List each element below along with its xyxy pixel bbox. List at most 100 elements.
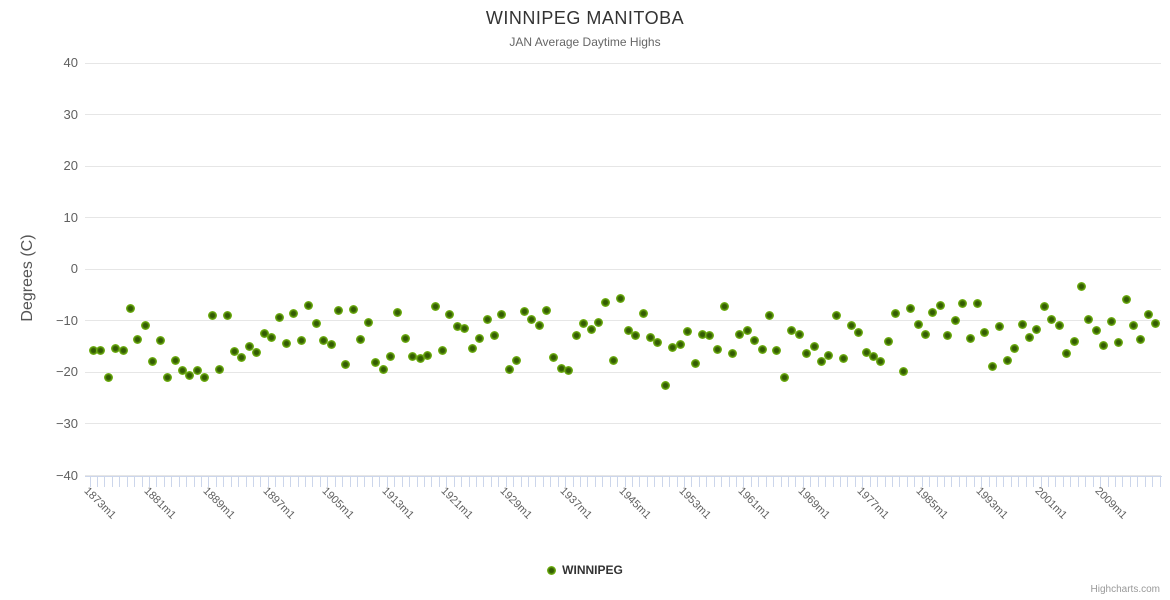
data-point[interactable] xyxy=(504,364,514,374)
data-point[interactable] xyxy=(475,333,485,343)
data-point[interactable] xyxy=(883,337,893,347)
data-point[interactable] xyxy=(430,301,440,311)
data-point[interactable] xyxy=(185,371,195,381)
data-point[interactable] xyxy=(103,373,113,383)
data-point[interactable] xyxy=(794,329,804,339)
data-point[interactable] xyxy=(787,325,797,335)
data-point[interactable] xyxy=(742,326,752,336)
data-point[interactable] xyxy=(460,324,470,334)
data-point[interactable] xyxy=(1032,324,1042,334)
data-point[interactable] xyxy=(177,366,187,376)
data-point[interactable] xyxy=(958,298,968,308)
data-point[interactable] xyxy=(259,329,269,339)
data-point[interactable] xyxy=(163,372,173,382)
data-point[interactable] xyxy=(816,357,826,367)
data-point[interactable] xyxy=(452,321,462,331)
data-point[interactable] xyxy=(400,334,410,344)
data-point[interactable] xyxy=(750,335,760,345)
data-point[interactable] xyxy=(326,340,336,350)
data-point[interactable] xyxy=(601,297,611,307)
data-point[interactable] xyxy=(1047,315,1057,325)
data-point[interactable] xyxy=(512,356,522,366)
data-point[interactable] xyxy=(683,327,693,337)
data-point[interactable] xyxy=(200,373,210,383)
data-point[interactable] xyxy=(1143,309,1153,319)
data-point[interactable] xyxy=(1121,295,1131,305)
data-point[interactable] xyxy=(995,321,1005,331)
data-point[interactable] xyxy=(735,329,745,339)
data-point[interactable] xyxy=(1069,337,1079,347)
data-point[interactable] xyxy=(646,332,656,342)
data-point[interactable] xyxy=(408,352,418,362)
data-point[interactable] xyxy=(170,355,180,365)
data-point[interactable] xyxy=(928,308,938,318)
data-point[interactable] xyxy=(1091,326,1101,336)
data-point[interactable] xyxy=(586,324,596,334)
data-point[interactable] xyxy=(965,333,975,343)
data-point[interactable] xyxy=(720,301,730,311)
data-point[interactable] xyxy=(846,320,856,330)
data-point[interactable] xyxy=(356,334,366,344)
data-point[interactable] xyxy=(304,301,314,311)
data-point[interactable] xyxy=(140,320,150,330)
data-point[interactable] xyxy=(616,293,626,303)
data-point[interactable] xyxy=(831,310,841,320)
data-point[interactable] xyxy=(809,341,819,351)
data-point[interactable] xyxy=(943,331,953,341)
data-point[interactable] xyxy=(549,352,559,362)
data-point[interactable] xyxy=(155,335,165,345)
data-point[interactable] xyxy=(972,299,982,309)
data-point[interactable] xyxy=(467,343,477,353)
data-point[interactable] xyxy=(281,339,291,348)
data-point[interactable] xyxy=(148,357,158,367)
data-point[interactable] xyxy=(868,352,878,362)
data-point[interactable] xyxy=(1114,337,1124,347)
highcharts-credit-link[interactable]: Highcharts.com xyxy=(1090,584,1160,595)
data-point[interactable] xyxy=(244,342,254,352)
data-point[interactable] xyxy=(125,304,135,314)
data-point[interactable] xyxy=(527,315,537,325)
data-point[interactable] xyxy=(898,366,908,376)
data-point[interactable] xyxy=(415,354,425,364)
data-point[interactable] xyxy=(757,345,767,355)
data-point[interactable] xyxy=(906,304,916,314)
data-point[interactable] xyxy=(111,343,121,353)
data-point[interactable] xyxy=(1017,320,1027,330)
data-point[interactable] xyxy=(839,354,849,364)
data-point[interactable] xyxy=(252,348,262,358)
data-point[interactable] xyxy=(519,307,529,317)
data-point[interactable] xyxy=(727,348,737,358)
data-point[interactable] xyxy=(1129,320,1138,330)
data-point[interactable] xyxy=(712,344,722,354)
data-point[interactable] xyxy=(1039,301,1049,311)
data-point[interactable] xyxy=(920,329,930,339)
data-point[interactable] xyxy=(623,326,633,336)
data-point[interactable] xyxy=(289,308,299,318)
data-point[interactable] xyxy=(653,337,663,347)
data-point[interactable] xyxy=(579,318,589,328)
data-point[interactable] xyxy=(296,336,306,346)
data-point[interactable] xyxy=(393,307,403,317)
data-point[interactable] xyxy=(319,335,329,345)
data-point[interactable] xyxy=(861,347,871,357)
data-point[interactable] xyxy=(222,310,232,320)
data-point[interactable] xyxy=(363,317,373,327)
data-point[interactable] xyxy=(913,319,923,329)
data-point[interactable] xyxy=(779,373,789,383)
data-point[interactable] xyxy=(371,358,381,368)
data-point[interactable] xyxy=(772,346,782,356)
data-point[interactable] xyxy=(935,301,945,311)
data-point[interactable] xyxy=(631,330,641,340)
data-point[interactable] xyxy=(542,306,552,315)
data-point[interactable] xyxy=(267,333,277,343)
data-point[interactable] xyxy=(705,331,715,341)
data-point[interactable] xyxy=(482,315,492,325)
data-point[interactable] xyxy=(556,363,566,373)
legend-item-winnipeg[interactable]: WINNIPEG xyxy=(0,563,1170,577)
data-point[interactable] xyxy=(274,312,284,322)
data-point[interactable] xyxy=(698,329,708,339)
data-point[interactable] xyxy=(668,343,678,353)
data-point[interactable] xyxy=(594,317,604,327)
data-point[interactable] xyxy=(891,308,901,318)
data-point[interactable] xyxy=(378,365,388,375)
